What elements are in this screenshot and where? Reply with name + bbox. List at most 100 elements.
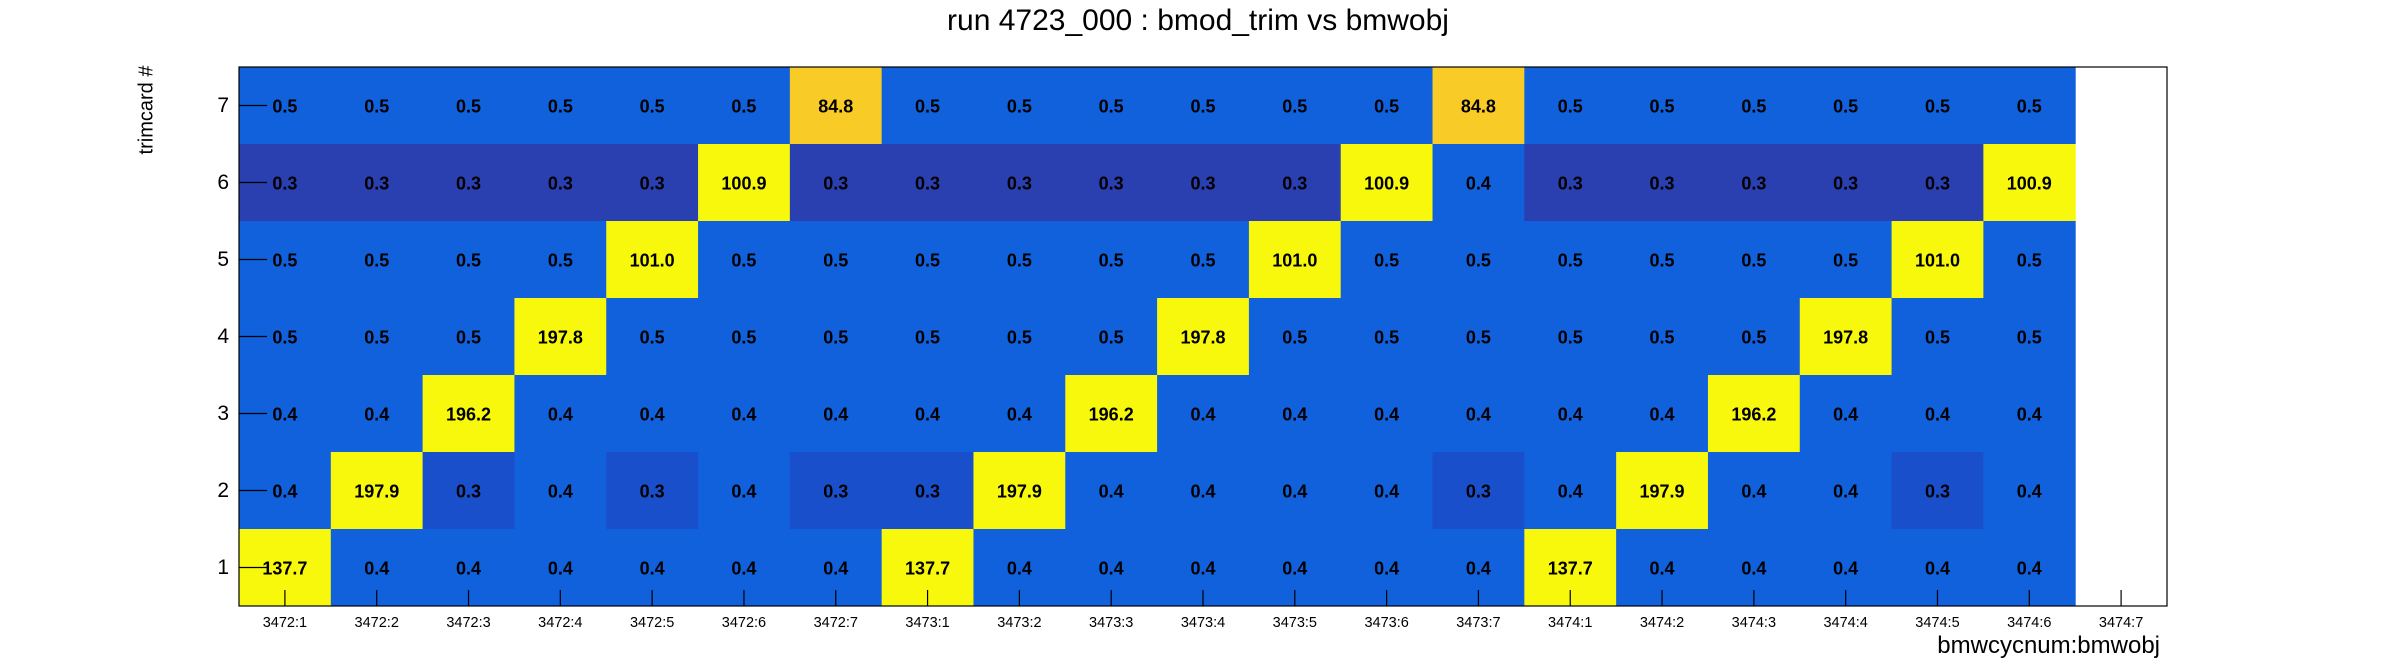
cell-label: 0.4 [731, 482, 756, 502]
cell-label: 0.3 [272, 174, 297, 194]
cell-label: 0.3 [1925, 482, 1950, 502]
heatmap-cell [422, 375, 515, 453]
heatmap-cell [881, 144, 974, 222]
x-tick-label: 3474:2 [1640, 615, 1684, 631]
cell-label: 0.4 [1925, 405, 1950, 425]
cell-label: 0.3 [1007, 174, 1032, 194]
heatmap-cell [1340, 221, 1434, 299]
cell-label: 0.5 [823, 251, 848, 271]
heatmap-cell [1983, 375, 2076, 453]
heatmap-cell [1616, 221, 1709, 299]
heatmap-cell [1157, 144, 1250, 222]
x-axis-label: bmwcycnum:bmwobj [1937, 632, 2160, 659]
heatmap-cell [973, 452, 1066, 530]
cell-label: 0.4 [1282, 405, 1307, 425]
cell-label: 197.9 [354, 482, 399, 502]
cell-label: 0.5 [272, 251, 297, 271]
heatmap-cell [698, 221, 791, 299]
heatmap-cell [330, 298, 424, 376]
heatmap-cell [1248, 221, 1342, 299]
heatmap-cell [1432, 375, 1525, 453]
heatmap-cell [973, 144, 1066, 222]
cell-label: 0.4 [1190, 482, 1215, 502]
cell-label: 0.5 [1833, 251, 1858, 271]
x-tick-label: 3472:4 [538, 615, 582, 631]
heatmap-cell [881, 221, 974, 299]
y-tick-label: 1 [217, 556, 229, 579]
cell-label: 0.4 [1374, 405, 1399, 425]
cell-label: 0.5 [1282, 97, 1307, 117]
cell-label: 137.7 [1548, 559, 1593, 579]
heatmap-cell [1524, 375, 1617, 453]
cell-label: 0.4 [364, 559, 389, 579]
cell-label: 0.3 [1650, 174, 1675, 194]
heatmap-cell [330, 221, 424, 299]
heatmap-cell [1799, 452, 1893, 530]
heatmap-cell [789, 375, 883, 453]
cell-label: 0.3 [915, 482, 940, 502]
heatmap-cell [330, 452, 424, 530]
cell-label: 0.3 [1558, 174, 1583, 194]
cell-label: 0.5 [731, 97, 756, 117]
cell-label: 0.5 [1741, 251, 1766, 271]
y-tick-label: 2 [217, 479, 229, 502]
heatmap-cell [1157, 221, 1250, 299]
x-tick-label: 3473:4 [1181, 615, 1225, 631]
heatmap-cell [789, 144, 883, 222]
cell-label: 0.4 [1007, 559, 1032, 579]
cell-label: 0.4 [2017, 405, 2042, 425]
heatmap-cell [1248, 67, 1342, 145]
cell-label: 197.8 [1180, 328, 1225, 348]
heatmap-cell [1891, 144, 1984, 222]
heatmap-cell [1799, 67, 1893, 145]
cell-label: 0.5 [1558, 328, 1583, 348]
heatmap-cell [1524, 452, 1617, 530]
x-tick-label: 3472:1 [263, 615, 307, 631]
heatmap-cell [973, 298, 1066, 376]
cell-label: 0.3 [1282, 174, 1307, 194]
cell-label: 0.4 [548, 405, 573, 425]
heatmap-cell [1891, 67, 1984, 145]
heatmap-cell [606, 375, 699, 453]
heatmap-cell [1616, 298, 1709, 376]
cell-label: 0.4 [1558, 405, 1583, 425]
cell-label: 0.4 [456, 559, 481, 579]
cell-label: 196.2 [446, 405, 491, 425]
cell-label: 0.3 [1741, 174, 1766, 194]
cell-label: 0.4 [1282, 559, 1307, 579]
x-tick-label: 3473:5 [1273, 615, 1317, 631]
heatmap-cell [1432, 221, 1525, 299]
cell-label: 0.5 [915, 97, 940, 117]
cell-label: 196.2 [1089, 405, 1134, 425]
cell-label: 0.5 [272, 328, 297, 348]
heatmap-cell [1157, 298, 1250, 376]
heatmap-cell [1707, 67, 1801, 145]
cell-label: 100.9 [721, 174, 766, 194]
cell-label: 197.8 [1823, 328, 1868, 348]
cell-label: 0.3 [1925, 174, 1950, 194]
heatmap-cell [330, 67, 424, 145]
cell-label: 0.4 [915, 405, 940, 425]
y-tick-label: 6 [217, 171, 229, 194]
cell-label: 0.4 [272, 482, 297, 502]
heatmap-cell [1340, 67, 1434, 145]
heatmap-cell [1340, 144, 1434, 222]
heatmap-cell [881, 375, 974, 453]
heatmap-cell [1065, 67, 1158, 145]
heatmap-cell [422, 144, 515, 222]
heatmap-cell [1616, 375, 1709, 453]
heatmap-cell [881, 298, 974, 376]
cell-label: 0.3 [1190, 174, 1215, 194]
heatmap-cell [1799, 375, 1893, 453]
heatmap-cell [1616, 452, 1709, 530]
heatmap-cell [1983, 67, 2076, 145]
cell-label: 0.4 [640, 559, 665, 579]
heatmap-cell [514, 375, 607, 453]
cell-label: 0.5 [731, 251, 756, 271]
cell-label: 0.5 [1374, 251, 1399, 271]
x-tick-label: 3472:6 [722, 615, 766, 631]
cell-label: 0.4 [1374, 482, 1399, 502]
heatmap-cell [1432, 452, 1525, 530]
cell-label: 0.5 [1558, 97, 1583, 117]
heatmap-cell [606, 298, 699, 376]
